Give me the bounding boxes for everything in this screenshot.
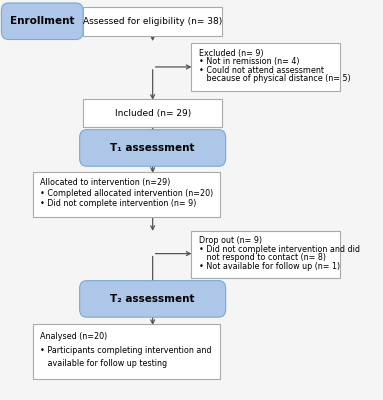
FancyBboxPatch shape bbox=[80, 130, 226, 166]
Text: • Not in remission (n= 4): • Not in remission (n= 4) bbox=[198, 57, 299, 66]
Text: • Completed allocated intervention (n=20): • Completed allocated intervention (n=20… bbox=[40, 189, 214, 198]
Text: T₁ assessment: T₁ assessment bbox=[110, 143, 195, 153]
Text: because of physical distance (n= 5): because of physical distance (n= 5) bbox=[198, 74, 350, 83]
Text: available for follow up testing: available for follow up testing bbox=[40, 359, 167, 368]
Text: • Participants completing intervention and: • Participants completing intervention a… bbox=[40, 346, 212, 354]
Text: Enrollment: Enrollment bbox=[10, 16, 75, 26]
Text: • Did not complete intervention and did: • Did not complete intervention and did bbox=[198, 245, 360, 254]
Text: not respond to contact (n= 8): not respond to contact (n= 8) bbox=[198, 253, 326, 262]
FancyBboxPatch shape bbox=[83, 7, 222, 36]
FancyBboxPatch shape bbox=[83, 99, 222, 127]
Text: T₂ assessment: T₂ assessment bbox=[110, 294, 195, 304]
Text: Allocated to intervention (n=29): Allocated to intervention (n=29) bbox=[40, 178, 171, 187]
Text: Drop out (n= 9): Drop out (n= 9) bbox=[198, 236, 262, 246]
FancyBboxPatch shape bbox=[33, 172, 221, 217]
FancyBboxPatch shape bbox=[33, 324, 221, 379]
Text: Analysed (n=20): Analysed (n=20) bbox=[40, 332, 108, 341]
FancyBboxPatch shape bbox=[191, 230, 340, 278]
FancyBboxPatch shape bbox=[2, 3, 83, 40]
FancyBboxPatch shape bbox=[191, 43, 340, 91]
FancyBboxPatch shape bbox=[80, 281, 226, 317]
Text: • Not available for follow up (n= 1): • Not available for follow up (n= 1) bbox=[198, 262, 340, 271]
Text: Excluded (n= 9): Excluded (n= 9) bbox=[198, 49, 263, 58]
Text: • Could not attend assessment: • Could not attend assessment bbox=[198, 66, 324, 75]
Text: Included (n= 29): Included (n= 29) bbox=[115, 108, 191, 118]
Text: Assessed for eligibility (n= 38): Assessed for eligibility (n= 38) bbox=[83, 17, 222, 26]
Text: • Did not complete intervention (n= 9): • Did not complete intervention (n= 9) bbox=[40, 199, 197, 208]
